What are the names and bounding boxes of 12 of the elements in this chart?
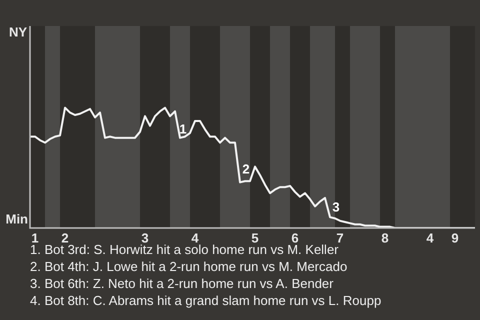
text: NY [8,24,28,40]
annotation: 2 [242,162,250,177]
text: 3. Bot 6th: Z. Neto hit a 2-run home run vs A. Bender [30,275,334,292]
x-tick-label: 8 [381,230,389,246]
annotation: 3 [332,200,340,215]
text: Min [6,212,28,227]
annotation: 1 [179,122,187,137]
x-tick-label: 9 [451,230,459,246]
x-tick-label: 7 [336,230,344,246]
text: 2. Bot 4th: J. Lowe hit a 2-run home run vs M. Mercado [30,258,348,275]
x-tick-label: 4 [426,230,434,246]
text: 4. Bot 8th: C. Abrams hit a grand slam home run vs L. Roupp [30,292,382,309]
